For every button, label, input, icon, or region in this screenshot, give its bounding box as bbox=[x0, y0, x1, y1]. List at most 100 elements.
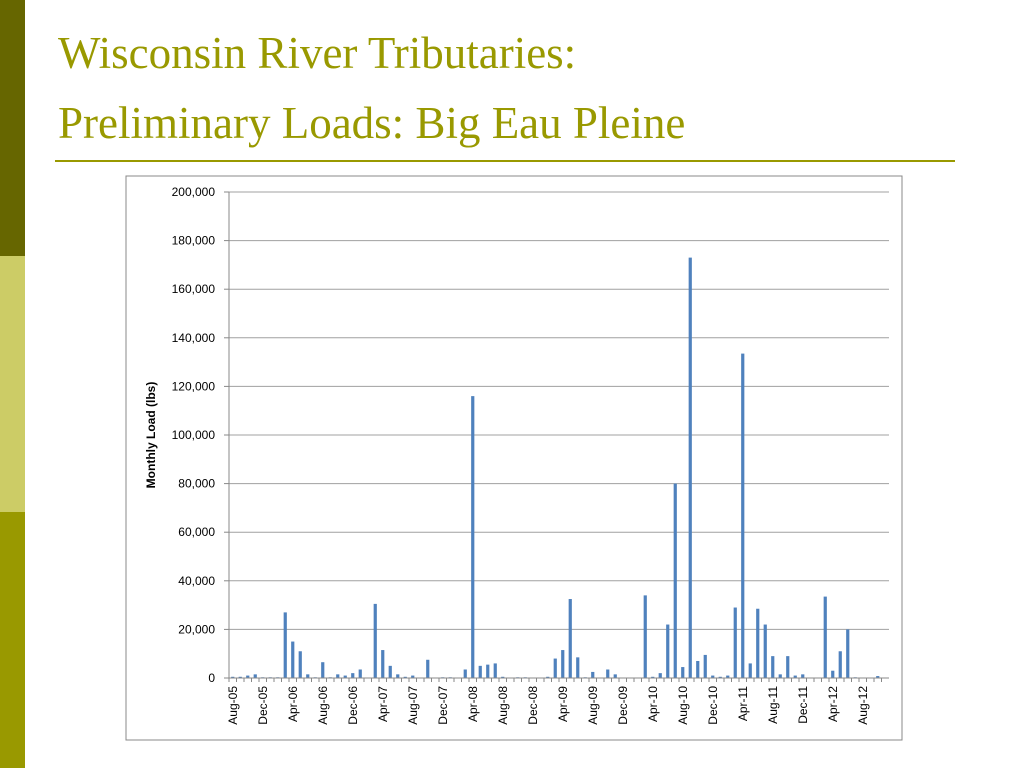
x-tick-label: Dec-11 bbox=[796, 686, 810, 724]
bar bbox=[568, 599, 572, 678]
bar bbox=[576, 657, 580, 678]
bar bbox=[471, 396, 475, 678]
bar bbox=[726, 675, 730, 678]
bar bbox=[291, 641, 295, 678]
x-tick-label: Apr-12 bbox=[826, 686, 840, 722]
bar bbox=[801, 674, 805, 678]
x-tick-label: Aug-10 bbox=[676, 686, 690, 725]
bar bbox=[606, 669, 610, 678]
y-tick-label: 0 bbox=[208, 671, 215, 685]
bar bbox=[658, 673, 662, 678]
chart-frame bbox=[125, 175, 903, 741]
y-tick-label: 80,000 bbox=[178, 477, 215, 491]
bar bbox=[283, 612, 287, 678]
x-tick-label: Dec-05 bbox=[256, 686, 270, 725]
stripe bbox=[0, 256, 25, 512]
bar bbox=[711, 675, 715, 678]
bar bbox=[546, 676, 550, 678]
y-tick-label: 160,000 bbox=[172, 282, 216, 296]
bar bbox=[396, 674, 400, 678]
bar bbox=[763, 624, 767, 678]
y-tick-label: 40,000 bbox=[178, 574, 215, 588]
x-tick-label: Apr-09 bbox=[556, 686, 570, 722]
bar bbox=[718, 676, 722, 678]
x-tick-label: Aug-08 bbox=[496, 686, 510, 725]
bar bbox=[756, 608, 760, 678]
bar bbox=[231, 676, 235, 678]
bar bbox=[306, 674, 310, 678]
bar bbox=[358, 669, 362, 678]
bar bbox=[651, 676, 655, 678]
x-tick-label: Aug-06 bbox=[316, 686, 330, 725]
bar bbox=[838, 651, 842, 678]
bar bbox=[748, 663, 752, 678]
bar bbox=[373, 603, 377, 678]
x-tick-label: Apr-07 bbox=[376, 686, 390, 722]
x-tick-label: Dec-10 bbox=[706, 686, 720, 725]
bar bbox=[493, 663, 497, 678]
x-tick-label: Apr-08 bbox=[466, 686, 480, 722]
bar bbox=[336, 674, 340, 678]
x-tick-label: Aug-12 bbox=[856, 686, 870, 725]
y-tick-label: 180,000 bbox=[172, 234, 216, 248]
bar bbox=[681, 667, 685, 678]
bar bbox=[613, 674, 617, 678]
x-tick-label: Apr-06 bbox=[286, 686, 300, 722]
bar bbox=[253, 674, 257, 678]
bar bbox=[501, 676, 505, 678]
bar bbox=[771, 656, 775, 678]
x-tick-label: Dec-08 bbox=[526, 686, 540, 725]
x-tick-label: Dec-09 bbox=[616, 686, 630, 725]
bar bbox=[643, 595, 647, 678]
bar bbox=[778, 674, 782, 678]
bar bbox=[741, 353, 745, 678]
bar bbox=[321, 662, 325, 678]
slide-title: Preliminary Loads: Big Eau Pleine bbox=[58, 98, 685, 148]
y-tick-label: 20,000 bbox=[178, 622, 215, 636]
bar bbox=[463, 669, 467, 678]
x-tick-label: Apr-10 bbox=[646, 686, 660, 722]
chart: 0 20,000 40,000 60,000 80,000 100,000 120,000 1… bbox=[172, 185, 889, 725]
bar bbox=[403, 676, 407, 678]
bar bbox=[823, 596, 827, 678]
x-tick-label: Aug-05 bbox=[226, 686, 240, 725]
x-tick-label: Aug-11 bbox=[766, 686, 780, 724]
bar bbox=[381, 650, 385, 678]
bar bbox=[553, 658, 557, 678]
bar bbox=[238, 676, 242, 678]
bar bbox=[831, 670, 835, 678]
x-tick-label: Aug-09 bbox=[586, 686, 600, 725]
bar bbox=[696, 660, 700, 678]
bar bbox=[426, 659, 430, 678]
bar bbox=[703, 654, 707, 678]
bar bbox=[486, 664, 490, 678]
y-tick-label: 200,000 bbox=[172, 185, 216, 199]
stripe bbox=[0, 0, 25, 256]
y-axis-label: Monthly Load (lbs) bbox=[144, 382, 158, 489]
x-tick-label: Apr-11 bbox=[736, 686, 750, 721]
bar bbox=[846, 629, 850, 678]
bar bbox=[561, 650, 565, 678]
bar bbox=[733, 607, 737, 678]
x-tick-label: Dec-06 bbox=[346, 686, 360, 725]
y-tick-label: 140,000 bbox=[172, 331, 216, 345]
y-tick-label: 100,000 bbox=[172, 428, 216, 442]
bar bbox=[478, 665, 482, 678]
bar bbox=[411, 675, 415, 678]
bar bbox=[786, 656, 790, 678]
bar bbox=[688, 257, 692, 678]
x-tick-label: Dec-07 bbox=[436, 686, 450, 725]
stripe bbox=[0, 512, 25, 768]
bar bbox=[793, 675, 797, 678]
bar bbox=[673, 483, 677, 678]
bar bbox=[876, 676, 880, 678]
bar bbox=[666, 624, 670, 678]
x-tick-label: Aug-07 bbox=[406, 686, 420, 725]
y-tick-label: 120,000 bbox=[172, 379, 216, 393]
bar bbox=[246, 675, 250, 678]
y-tick-label: 60,000 bbox=[178, 525, 215, 539]
bar bbox=[388, 665, 392, 678]
bar bbox=[351, 673, 355, 678]
